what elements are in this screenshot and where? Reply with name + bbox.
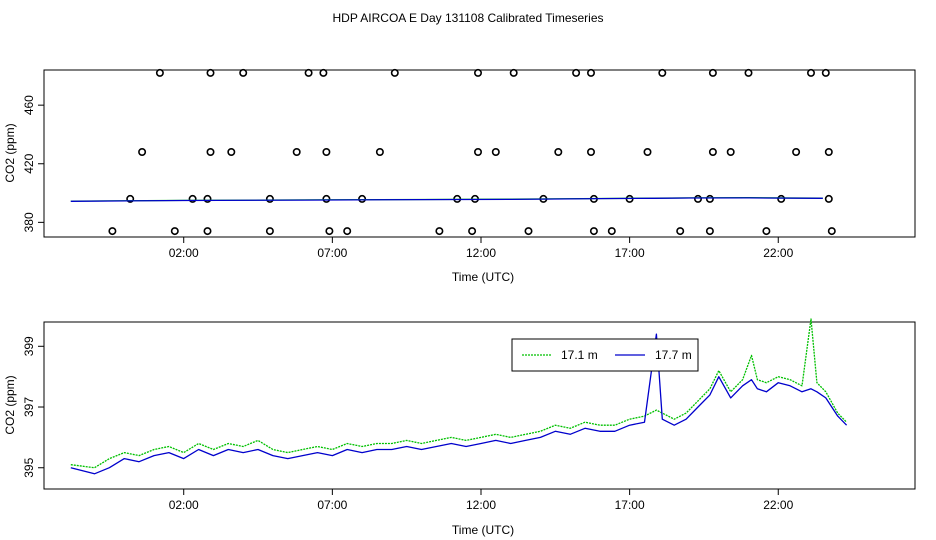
top-y-tick-label: 420 xyxy=(22,153,36,173)
top-data-point xyxy=(304,68,313,77)
top-data-point xyxy=(792,148,801,157)
top-data-point xyxy=(325,227,334,236)
top-data-point xyxy=(777,194,786,203)
top-data-point xyxy=(170,227,179,236)
top-data-point xyxy=(744,68,753,77)
top-y-axis-label: CO2 (ppm) xyxy=(3,123,17,182)
bottom-x-tick-label: 07:00 xyxy=(317,498,347,512)
top-data-point xyxy=(726,148,735,157)
top-data-point xyxy=(586,68,595,77)
top-data-point xyxy=(586,148,595,157)
top-data-point xyxy=(658,68,667,77)
top-data-point xyxy=(473,148,482,157)
top-data-point xyxy=(607,227,616,236)
top-x-axis: 02:00 07:00 12:00 17:00 22:00 xyxy=(169,237,794,260)
bottom-y-tick-label: 399 xyxy=(22,336,36,356)
top-data-point xyxy=(491,148,500,157)
top-series-line-1 xyxy=(70,197,823,202)
top-data-point xyxy=(203,227,212,236)
top-data-point xyxy=(705,227,714,236)
bottom-x-axis: 02:00 07:00 12:00 17:00 22:00 xyxy=(169,489,794,512)
top-x-tick-label: 22:00 xyxy=(763,246,793,260)
bottom-line-group xyxy=(70,318,848,475)
bottom-plot-frame xyxy=(43,321,916,490)
figure-title: HDP AIRCOA E Day 131108 Calibrated Times… xyxy=(332,11,603,25)
top-data-point xyxy=(643,148,652,157)
top-x-tick-label: 02:00 xyxy=(169,246,199,260)
top-data-point xyxy=(203,194,212,203)
top-data-point xyxy=(762,227,771,236)
bottom-x-axis-label: Time (UTC) xyxy=(452,523,514,537)
top-plot-frame xyxy=(43,69,916,238)
top-data-point xyxy=(824,194,833,203)
top-y-tick-label: 460 xyxy=(22,95,36,115)
top-data-point xyxy=(322,148,331,157)
top-data-point xyxy=(126,194,135,203)
top-data-point xyxy=(265,227,274,236)
top-y-tick-label: 380 xyxy=(22,212,36,232)
top-data-point xyxy=(708,148,717,157)
top-data-point xyxy=(343,227,352,236)
top-x-tick-label: 07:00 xyxy=(317,246,347,260)
top-data-point xyxy=(206,68,215,77)
co2-scatter-panel: 02:00 07:00 12:00 17:00 22:00 380 420 460 Time… xyxy=(3,68,916,284)
top-data-point xyxy=(705,194,714,203)
top-data-point xyxy=(239,68,248,77)
top-data-point xyxy=(468,227,477,236)
top-x-axis-label: Time (UTC) xyxy=(452,270,514,284)
top-data-point xyxy=(108,227,117,236)
top-data-point xyxy=(155,68,164,77)
top-data-point xyxy=(524,227,533,236)
bottom-x-tick-label: 22:00 xyxy=(763,498,793,512)
top-x-tick-label: 12:00 xyxy=(466,246,496,260)
top-data-point xyxy=(292,148,301,157)
top-data-point xyxy=(138,148,147,157)
top-point-group xyxy=(108,68,836,236)
top-data-point xyxy=(827,227,836,236)
top-line-group xyxy=(70,197,823,202)
legend-label-17-7m: 17.7 m xyxy=(655,348,692,362)
top-data-point xyxy=(554,148,563,157)
top-data-point xyxy=(358,194,367,203)
top-data-point xyxy=(206,148,215,157)
top-data-point xyxy=(435,227,444,236)
bottom-series-line-1 xyxy=(70,333,848,475)
bottom-x-tick-label: 02:00 xyxy=(169,498,199,512)
legend-label-17-1m: 17.1 m xyxy=(561,348,598,362)
top-data-point xyxy=(375,148,384,157)
top-data-point xyxy=(821,68,830,77)
top-x-tick-label: 17:00 xyxy=(615,246,645,260)
top-data-point xyxy=(265,194,274,203)
bottom-y-axis-label: CO2 (ppm) xyxy=(3,375,17,434)
top-data-point xyxy=(322,194,331,203)
top-data-point xyxy=(824,148,833,157)
top-data-point xyxy=(509,68,518,77)
top-data-point xyxy=(806,68,815,77)
top-data-point xyxy=(188,194,197,203)
top-data-point xyxy=(572,68,581,77)
chart-legend: 17.1 m 17.7 m xyxy=(511,338,699,372)
top-y-axis: 380 420 460 xyxy=(22,95,44,232)
bottom-y-axis: 395 397 399 xyxy=(22,336,44,478)
bottom-y-tick-label: 397 xyxy=(22,397,36,417)
top-data-point xyxy=(227,148,236,157)
top-data-point xyxy=(319,68,328,77)
top-data-point xyxy=(676,227,685,236)
top-data-point xyxy=(390,68,399,77)
bottom-y-tick-label: 395 xyxy=(22,457,36,477)
bottom-x-tick-label: 17:00 xyxy=(615,498,645,512)
top-data-point xyxy=(693,194,702,203)
top-data-point xyxy=(589,227,598,236)
top-data-point xyxy=(708,68,717,77)
co2-timeseries-panel: 02:00 07:00 12:00 17:00 22:00 395 397 399 Time… xyxy=(3,318,916,537)
top-data-point xyxy=(473,68,482,77)
bottom-series-line-0 xyxy=(70,318,848,469)
bottom-x-tick-label: 12:00 xyxy=(466,498,496,512)
